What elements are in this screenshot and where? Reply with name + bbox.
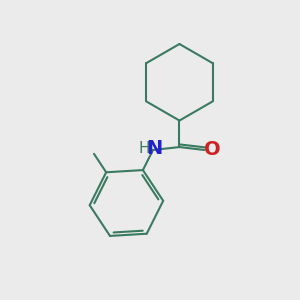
Text: O: O [203, 140, 220, 160]
Text: H: H [139, 141, 150, 156]
Text: N: N [146, 139, 163, 158]
